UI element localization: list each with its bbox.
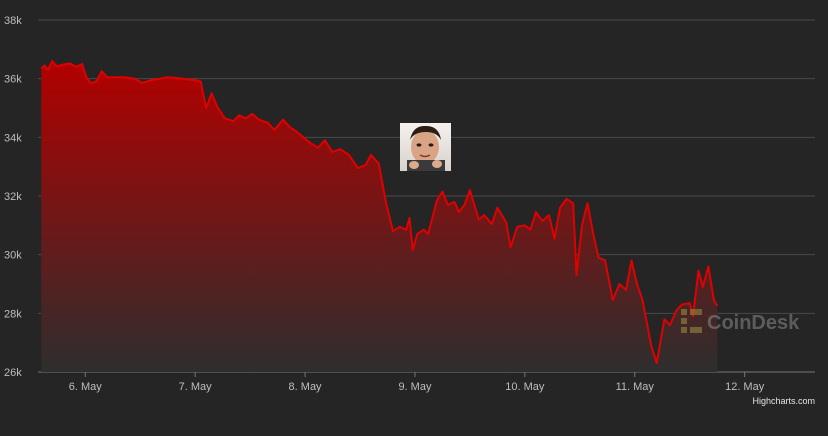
- x-tick-label: 9. May: [398, 381, 432, 393]
- face-photo: [400, 123, 451, 171]
- x-tick-label: 12. May: [725, 381, 765, 393]
- series-area: [40, 60, 719, 372]
- coindesk-logo-icon: [681, 309, 702, 333]
- y-tick-label: 32k: [4, 191, 22, 203]
- series-line[interactable]: [40, 60, 719, 365]
- y-tick-label: 34k: [4, 132, 22, 144]
- axes: 26k 28k 30k 32k 34k 36k 38k 6. May 7. May 8. May 9…: [4, 15, 765, 393]
- y-tick-label: 30k: [4, 250, 22, 262]
- x-tick-label: 10. May: [505, 381, 545, 393]
- y-tick-label: 28k: [4, 308, 22, 320]
- x-tick-label: 11. May: [616, 381, 655, 393]
- series-area-fill: [41, 61, 718, 372]
- y-tick-label: 38k: [4, 15, 22, 27]
- coindesk-watermark: CoinDesk: [681, 309, 800, 334]
- credits-text[interactable]: Highcharts.com: [752, 396, 815, 406]
- y-tick-label: 26k: [4, 367, 22, 379]
- y-tick-label: 36k: [4, 74, 22, 86]
- x-tick-label: 7. May: [179, 381, 213, 393]
- x-tick-label: 6. May: [69, 381, 103, 393]
- x-tick-label: 8. May: [289, 381, 323, 393]
- watermark-text: CoinDesk: [707, 312, 800, 334]
